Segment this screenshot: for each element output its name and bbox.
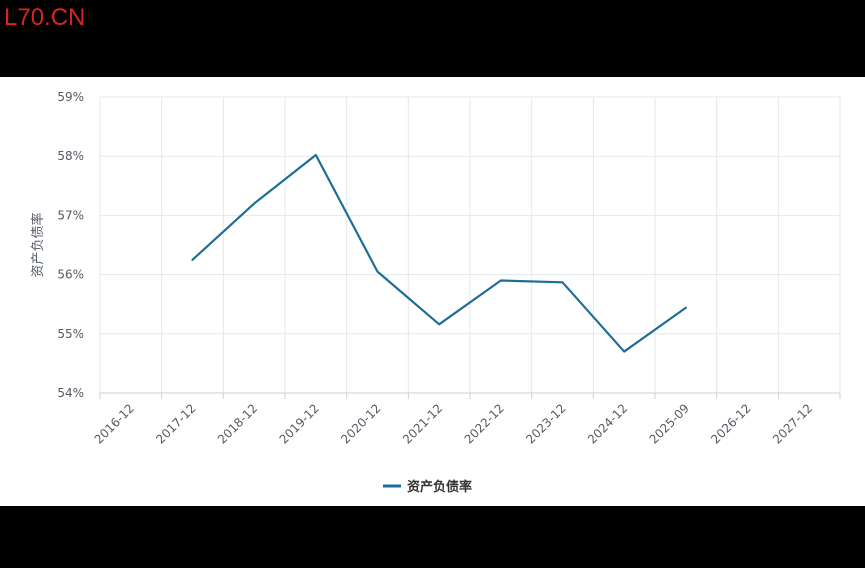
x-tick-label: 2021-12	[400, 401, 445, 446]
x-tick-label: 2024-12	[585, 401, 630, 446]
x-axis	[99, 392, 841, 399]
y-tick-label: 54%	[57, 386, 84, 400]
chart-panel: 54% 55% 56% 57% 58% 59% 2016-12 2017-12 2018-12…	[0, 77, 865, 506]
legend[interactable]: 资产负债率	[383, 479, 472, 495]
legend-label: 资产负债率	[407, 479, 472, 495]
x-tick-label: 2017-12	[153, 401, 198, 446]
y-axis-title: 资产负债率	[30, 212, 46, 277]
watermark: L70.CN	[4, 4, 86, 31]
y-tick-label: 59%	[57, 90, 84, 104]
series-layer	[191, 153, 687, 353]
x-tick-label: 2027-12	[770, 401, 815, 446]
gridlines	[99, 96, 841, 394]
x-tick-label: 2026-12	[708, 401, 753, 446]
y-tick-label: 57%	[57, 208, 84, 222]
x-tick-label: 2022-12	[462, 401, 507, 446]
x-tick-label: 2023-12	[523, 401, 568, 446]
x-tick-label: 2016-12	[92, 401, 137, 446]
x-tick-label: 2019-12	[277, 401, 322, 446]
line-chart: 54% 55% 56% 57% 58% 59% 2016-12 2017-12 2018-12…	[30, 90, 841, 495]
y-axis-ticks: 54% 55% 56% 57% 58% 59%	[57, 90, 84, 400]
x-tick-label: 2020-12	[338, 401, 383, 446]
y-tick-label: 58%	[57, 149, 84, 163]
x-tick-label: 2018-12	[215, 401, 260, 446]
x-tick-label: 2025-09	[647, 401, 692, 446]
y-tick-label: 56%	[57, 268, 84, 282]
series-line	[191, 153, 687, 353]
x-axis-ticks: 2016-12 2017-12 2018-12 2019-12 2020-12 2021-…	[92, 401, 816, 446]
y-tick-label: 55%	[57, 327, 84, 341]
